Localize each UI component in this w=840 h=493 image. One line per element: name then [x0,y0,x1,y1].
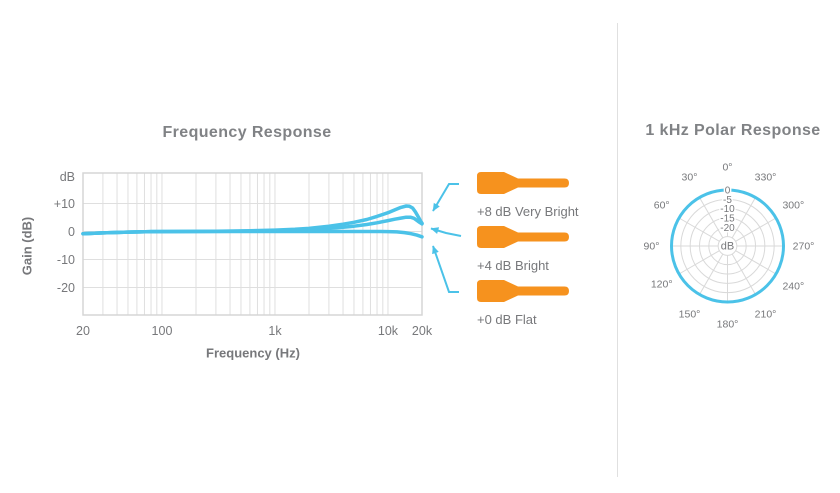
polar-spoke [731,197,756,239]
polar-spoke [699,197,724,239]
legend-item-very-bright: +8 dB Very Bright [477,172,617,219]
polar-angle-label: 30° [682,172,698,184]
polar-angle-label: 0° [722,162,732,174]
polar-angle-label: 90° [644,241,660,253]
polar-spoke [678,217,720,242]
x-tick-label: 10k [378,324,399,338]
legend-connector-arrows [430,183,462,293]
frequency-response-plot: dB +10 0 -10 -20 20 100 1k 10k 20k [54,170,433,338]
frequency-response-title: Frequency Response [162,124,332,141]
polar-spoke [678,250,720,275]
arrow-bright [430,227,462,237]
x-axis-label: Frequency (Hz) [206,345,300,361]
polar-spoke [731,253,756,295]
polar-center-unit-label: dB [721,241,734,253]
shotgun-microphone-icon [477,172,569,194]
legend-item-flat: +0 dB Flat [477,280,617,327]
arrow-flat [432,245,459,293]
x-tick-label: 20 [76,324,90,338]
legend-label-flat: +0 dB Flat [477,312,537,327]
y-tick-label: +10 [54,197,75,211]
polar-angle-label: 150° [679,308,701,320]
polar-spoke [699,253,724,295]
x-tick-label: 100 [152,324,173,338]
x-tick-label: 1k [268,324,282,338]
polar-spoke [735,217,777,242]
arrow-very-bright [432,183,459,212]
polar-angle-label: 240° [782,281,804,293]
polar-angle-label: 300° [782,200,804,212]
y-tick-label: -10 [57,253,75,267]
curve--8-db-very-bright [81,204,424,236]
legend-item-bright: +4 dB Bright [477,226,617,273]
legend-label-very-bright: +8 dB Very Bright [477,204,579,219]
y-tick-label: -20 [57,281,75,295]
polar-radial-tick-label: -5 [723,195,732,206]
y-axis-label: Gain (dB) [19,216,35,276]
polar-response-plot: 0-5-10-15-20 dB 0° 30° 60° 90° 120° 150° 180° 210… [644,162,815,331]
polar-angle-label: 120° [651,279,673,291]
y-axis-unit-label: dB [60,170,75,184]
polar-radial-tick-label: -15 [720,214,735,225]
shotgun-microphone-icon [477,280,569,302]
polar-radial-tick-label: 0 [725,186,731,197]
shotgun-microphone-icon [477,226,569,248]
polar-angle-label: 270° [793,241,815,253]
polar-response-curve [670,188,785,304]
polar-radial-tick-label: -10 [720,204,735,215]
polar-radial-tick-label: -20 [720,223,735,234]
polar-spoke [735,250,777,275]
legend-label-bright: +4 dB Bright [477,258,549,273]
polar-angle-label: 330° [755,172,777,184]
section-divider [617,23,618,477]
polar-response-title: 1 kHz Polar Response [645,122,821,139]
polar-angle-label: 180° [717,319,739,331]
y-tick-label: 0 [68,225,75,239]
x-tick-label: 20k [412,324,433,338]
polar-angle-label: 210° [755,308,777,320]
plot-border [82,172,423,316]
polar-angle-label: 60° [654,200,670,212]
